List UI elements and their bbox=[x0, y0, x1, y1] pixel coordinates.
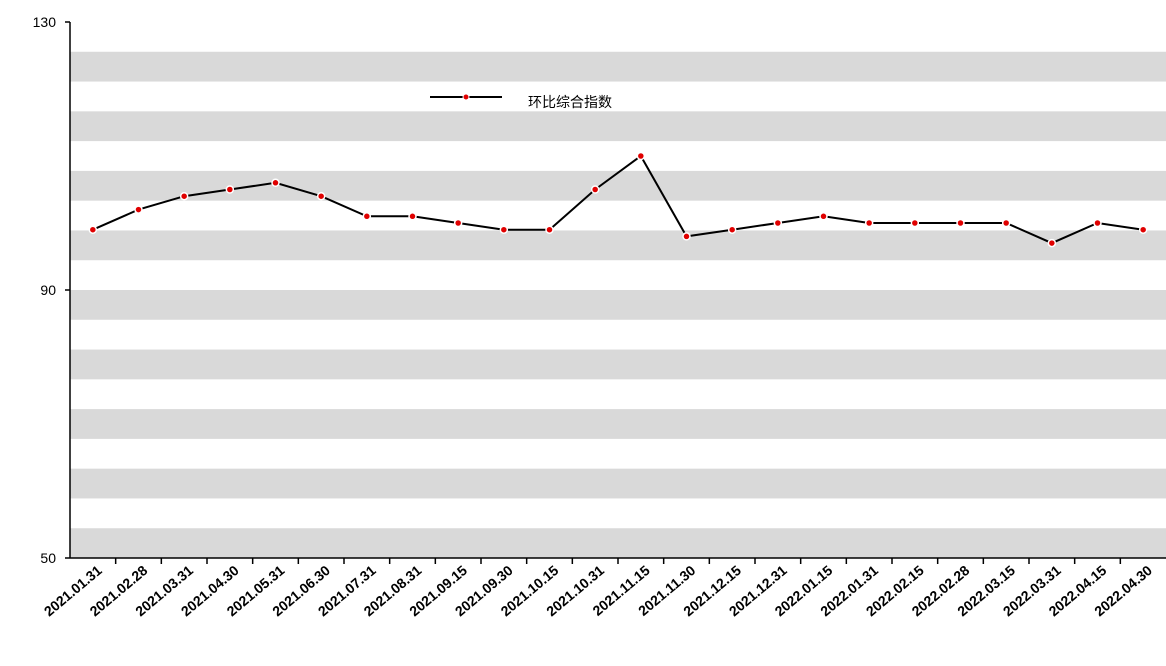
point bbox=[1093, 218, 1102, 228]
point bbox=[636, 151, 646, 161]
background-stripe bbox=[70, 349, 1166, 380]
point bbox=[1138, 225, 1148, 234]
point bbox=[910, 218, 920, 228]
point bbox=[499, 225, 509, 234]
point bbox=[134, 205, 143, 214]
legend-marker bbox=[462, 93, 470, 101]
background-stripe bbox=[70, 111, 1166, 142]
point bbox=[1001, 218, 1011, 228]
background-stripe bbox=[70, 170, 1166, 201]
y-tick-label: 130 bbox=[33, 14, 57, 30]
point bbox=[88, 225, 98, 234]
y-tick-label: 50 bbox=[40, 550, 56, 566]
y-tick-label: 90 bbox=[40, 282, 56, 298]
point bbox=[453, 218, 463, 228]
background-stripe bbox=[70, 290, 1166, 320]
point bbox=[864, 218, 874, 228]
point bbox=[271, 178, 280, 188]
point bbox=[956, 218, 965, 228]
point bbox=[179, 191, 189, 201]
background-stripe bbox=[70, 51, 1166, 82]
background-stripe bbox=[70, 409, 1166, 439]
point bbox=[773, 218, 783, 228]
legend-label: 环比综合指数 bbox=[528, 94, 612, 110]
background-stripe bbox=[70, 230, 1166, 261]
point bbox=[1047, 238, 1057, 248]
point bbox=[316, 191, 326, 201]
point bbox=[590, 185, 600, 194]
point bbox=[362, 212, 372, 221]
line-series bbox=[92, 154, 1144, 245]
point bbox=[545, 225, 554, 234]
point bbox=[682, 232, 691, 241]
background-stripe bbox=[70, 468, 1166, 499]
point bbox=[819, 212, 828, 221]
background-stripe bbox=[70, 528, 1166, 558]
point bbox=[408, 212, 417, 221]
point bbox=[727, 225, 737, 234]
point bbox=[225, 185, 235, 194]
